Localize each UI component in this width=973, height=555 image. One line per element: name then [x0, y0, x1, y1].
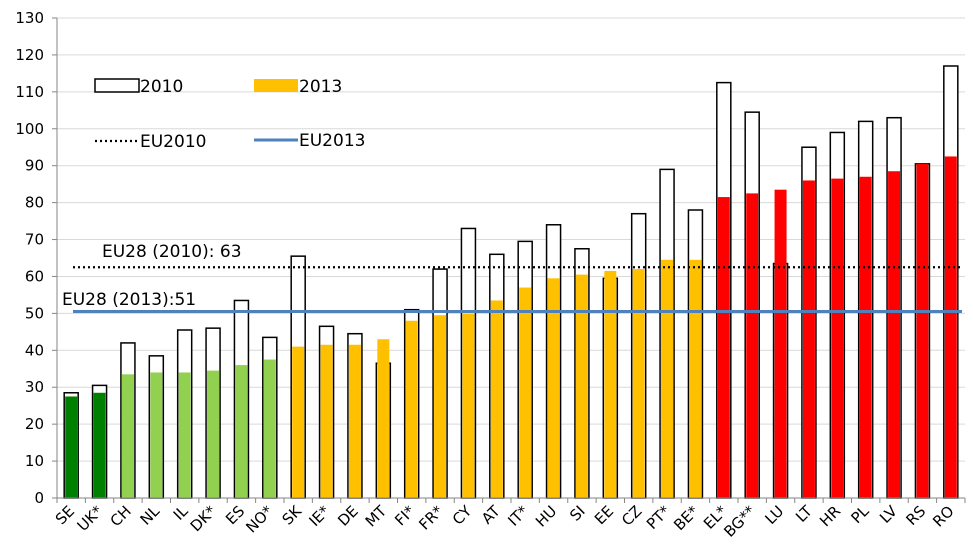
bar-2013: [944, 156, 957, 498]
bar-2013: [575, 274, 588, 498]
bar-2013: [632, 269, 645, 498]
x-category-label: BG**: [720, 502, 759, 541]
bar-2013: [746, 193, 759, 498]
x-category-label: IT*: [504, 502, 532, 530]
bar-2013: [65, 396, 78, 498]
y-tick-label: 90: [25, 157, 44, 175]
x-category-label: RO: [929, 502, 957, 530]
bar-2013: [802, 180, 815, 498]
x-category-label: NO*: [242, 502, 277, 537]
x-category-label: CY: [449, 502, 476, 529]
x-category-label: PL: [847, 502, 872, 527]
x-category-label: SE: [52, 502, 78, 528]
bar-2013: [774, 189, 787, 498]
y-tick-label: 10: [25, 452, 44, 470]
y-tick-label: 20: [25, 415, 44, 433]
x-category-label: NL: [137, 502, 164, 529]
y-tick-label: 60: [25, 267, 44, 285]
bars-2013: [65, 156, 957, 499]
grid-lines: [57, 17, 965, 462]
bar-2013: [916, 163, 929, 498]
bar-2013: [888, 171, 901, 498]
x-category-label: DE: [334, 502, 362, 530]
x-category-label: LU: [762, 502, 788, 528]
x-category-label: CZ: [618, 502, 645, 529]
x-category-label: UK*: [74, 502, 107, 535]
x-category-label: FR*: [415, 502, 447, 534]
y-tick-label: 40: [25, 341, 44, 359]
x-category-label: LV: [876, 502, 901, 527]
axes: [52, 17, 966, 503]
bar-2013: [519, 287, 532, 498]
x-category-label: SI: [566, 502, 589, 525]
x-category-label: PT*: [643, 502, 674, 533]
y-tick-label: 110: [15, 83, 44, 101]
bar-2013: [462, 313, 475, 498]
x-category-label: IE*: [306, 502, 334, 530]
reference-lines: [73, 266, 962, 314]
legend-label-eu2013: EU2013: [299, 131, 365, 151]
x-category-label: FI*: [391, 502, 419, 530]
bar-2013: [178, 372, 191, 498]
y-tick-label: 0: [34, 489, 44, 507]
y-tick-label: 70: [25, 231, 44, 249]
legend-label-2010: 2010: [140, 77, 183, 97]
bars-2010: [63, 65, 959, 499]
bar-2013: [434, 315, 447, 498]
bar-2013: [661, 259, 674, 498]
y-tick-label: 80: [25, 194, 44, 212]
bar-2013: [377, 339, 390, 498]
x-category-label: HR: [816, 502, 844, 530]
bar-2013: [348, 344, 361, 498]
y-tick-label: 120: [15, 46, 44, 64]
x-category-label: LT: [792, 502, 816, 526]
bar-2013: [121, 374, 134, 498]
x-category-label: HU: [532, 502, 560, 530]
bar-2013: [207, 370, 220, 498]
x-category-label: DK*: [187, 502, 221, 536]
legend-label-2013: 2013: [299, 77, 342, 97]
bar-2013: [831, 178, 844, 498]
x-category-label: EE: [591, 502, 617, 528]
bar-2013: [859, 176, 872, 498]
y-tick-label: 30: [25, 378, 44, 396]
bar-2013: [292, 346, 305, 498]
x-category-label: AT: [478, 502, 504, 528]
x-category-label: BE*: [670, 502, 702, 534]
legend-label-eu2010: EU2010: [140, 132, 206, 152]
y-tick-label: 130: [15, 9, 44, 27]
legend-swatch-2013: [254, 79, 298, 92]
x-category-label: CH: [107, 502, 135, 530]
legend: 2010 2013 EU2010 EU2013: [94, 77, 365, 152]
bar-2013: [150, 372, 163, 498]
bar-2013: [717, 197, 730, 499]
annotation-eu28-2010: EU28 (2010): 63: [102, 242, 242, 262]
bar-2013: [235, 365, 248, 498]
legend-swatch-2010: [94, 78, 140, 93]
bar-2013: [320, 344, 333, 498]
bar-2013: [604, 270, 617, 498]
x-category-label: RS: [902, 502, 929, 529]
bar-2013: [689, 259, 702, 498]
bar-2013: [490, 300, 503, 498]
annotation-eu28-2013: EU28 (2013):51: [62, 290, 196, 310]
y-tick-label: 50: [25, 304, 44, 322]
x-category-label: SK: [279, 501, 306, 528]
y-tick-label: 100: [15, 120, 44, 138]
bar-2013: [93, 392, 106, 498]
bar-2013: [405, 320, 418, 498]
x-category-label: MT: [362, 502, 391, 531]
bar-2013: [547, 278, 560, 498]
bar-2013: [263, 359, 276, 498]
y-axis-tick-labels: 0 10 20 30 40 50 60 70 80 90 100 110 120 130: [15, 9, 44, 507]
